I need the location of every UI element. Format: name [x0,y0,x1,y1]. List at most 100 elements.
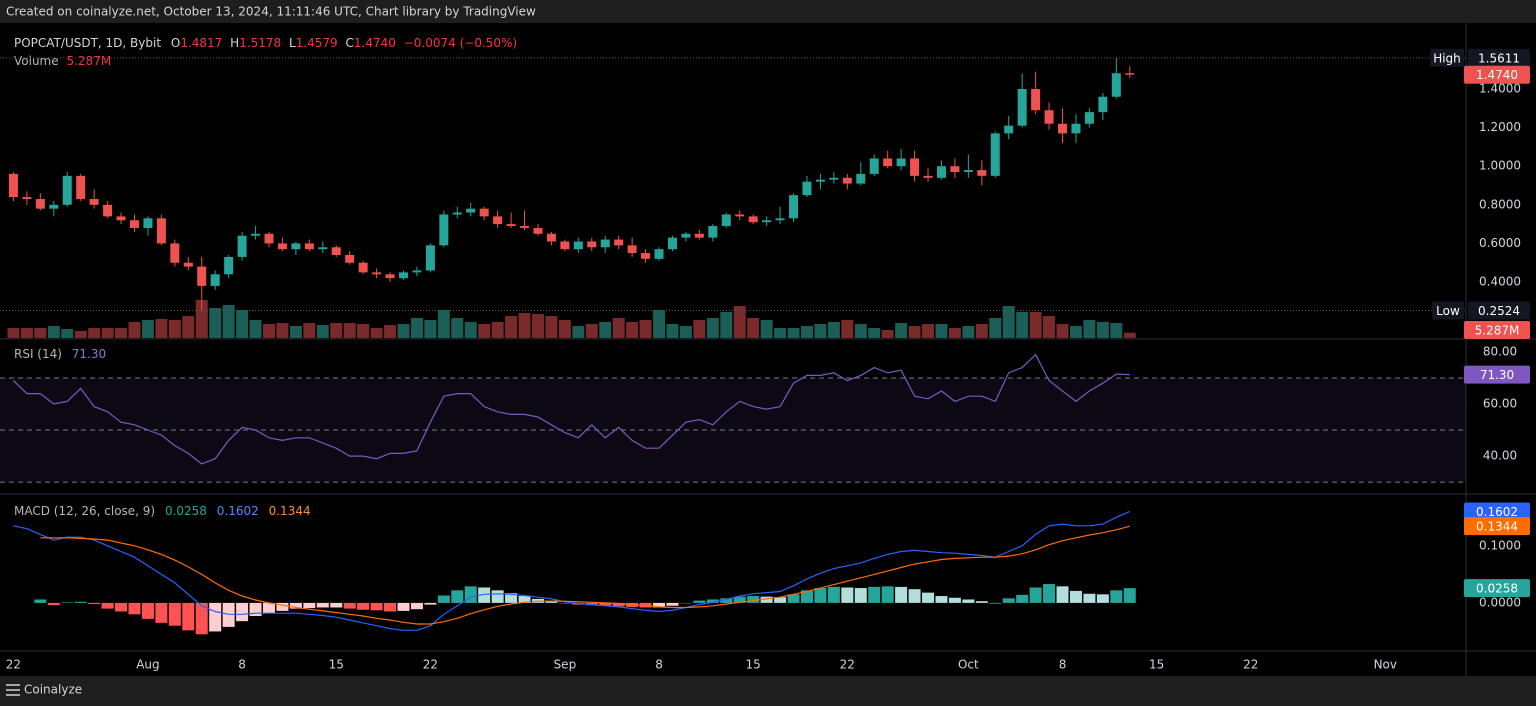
macd-histogram-bar [128,602,141,615]
candle-body [654,249,664,259]
y-tick-label: 0.1000 [1479,538,1521,552]
volume-bar [249,320,262,338]
macd-histogram-bar [720,598,733,603]
candle-body [546,233,556,242]
volume-bar [1016,312,1029,338]
y-tick-label: 1.0000 [1479,159,1521,173]
macd-histogram-bar [1029,587,1042,603]
candle-body [1125,73,1135,75]
candle-body [251,233,261,236]
candle-body [842,177,852,184]
last-price-box [1464,65,1530,84]
candle-body [681,233,691,238]
rsi-legend: RSI (14) 71.30 [14,347,106,361]
ohlc-key: O [171,36,180,50]
volume-bar [1056,324,1069,338]
candle-body [573,241,583,250]
candle-body [627,245,637,254]
volume-bar [599,322,612,338]
volume-bar [464,322,477,338]
volume-bar [410,318,423,338]
volume-bar [155,319,168,338]
candle-body [856,173,866,184]
rsi-line [12,353,1130,465]
candle-body [708,226,718,238]
x-tick-label: Nov [1374,658,1397,672]
volume-bar [343,323,356,338]
volume-bar [128,322,141,338]
macd-histogram-bar [34,599,47,603]
volume-bar [827,322,840,338]
volume-bar [679,326,692,338]
candle-body [224,256,234,275]
candle-body [479,208,489,217]
symbol: POPCAT/USDT, 1D, Bybit [14,36,161,50]
hist-value: 0.0258 [165,504,207,518]
volume-bar [74,331,87,338]
candle-body [815,179,825,182]
high_mark-tag-label: High [1433,51,1461,65]
macd-histogram-bar [101,602,114,609]
last-price-label: 1.4740 [1476,68,1518,82]
y-tick-label: 80.00 [1483,344,1517,358]
volume-bar [276,323,289,338]
volume-bar [720,312,733,338]
volume-bar [895,323,908,338]
volume-bar [747,318,760,338]
macd-histogram-bar [895,586,908,603]
volume-name: Volume [14,54,59,68]
volume-bar [424,320,437,338]
candle-body [372,272,382,275]
macd-histogram-bar [141,602,154,619]
candle-body [331,247,341,255]
macd-histogram-bar [881,586,894,603]
top-bar [0,0,1536,23]
candle-body [614,239,624,246]
x-tick-label: 22 [840,658,855,672]
candle-body [304,243,314,250]
candle-body [466,208,476,213]
volume-bar [626,322,639,338]
candle-body [143,218,153,228]
volume-bar [20,328,33,338]
macd-histogram-bar [370,602,383,611]
candle-body [910,158,920,176]
volume-bar [693,320,706,338]
macd-histogram-bar [491,590,504,603]
candle-body [103,204,113,217]
volume-bar [316,325,329,338]
candle-body [385,274,395,279]
volume-bar [558,320,571,338]
x-tick-label: 8 [655,658,663,672]
macd-legend: MACD (12, 26, close, 9) 0.0258 0.1602 0.… [14,504,311,518]
candle-body [76,175,86,200]
rsi-last-box [1464,365,1530,384]
volume-bar [531,314,544,338]
volume-bar [303,323,316,338]
macd-histogram-bar [47,602,60,606]
candle-body [829,177,839,180]
candle-body [62,175,72,205]
menu-icon[interactable] [6,684,20,696]
macd-histogram-bar [209,602,222,632]
x-tick-label: Aug [136,658,159,672]
volume-bar [814,324,827,338]
candle-body [1058,123,1068,134]
volume-bar [384,325,397,338]
candle-body [452,212,462,215]
y-tick-label: 1.4000 [1479,81,1521,95]
macd-histogram-bar [115,602,128,612]
low_mark-value-box [1468,301,1530,320]
candle-body [923,175,933,178]
candle-body [237,235,247,257]
candle-body [425,245,435,271]
y-tick-label: 1.2000 [1479,120,1521,134]
volume-bar [787,328,800,338]
signal-line [40,525,1130,625]
candle-body [156,218,166,244]
ohlc-value: 1.4579 [296,36,338,50]
macd-histogram-bar [814,588,827,603]
macd-histogram-bar [760,596,773,603]
candle-body [936,166,946,178]
